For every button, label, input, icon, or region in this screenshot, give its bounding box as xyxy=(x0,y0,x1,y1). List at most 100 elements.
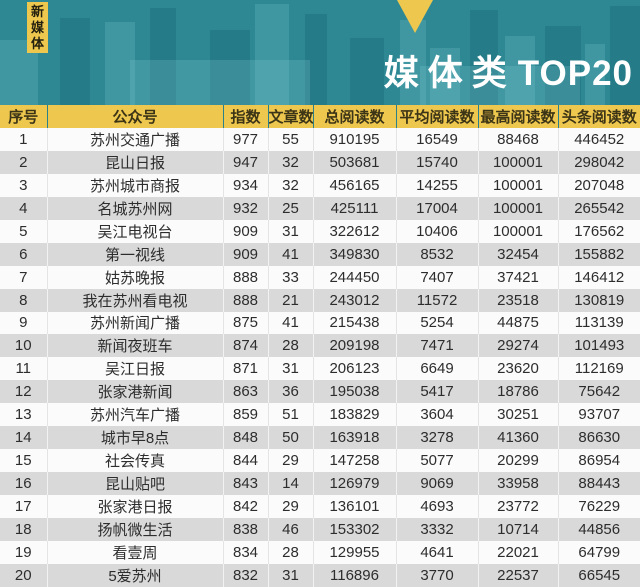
max-reads-cell: 41360 xyxy=(477,426,558,450)
page-title-rank: TOP20 xyxy=(517,54,633,93)
articles-cell: 28 xyxy=(267,334,313,358)
rank-cell: 20 xyxy=(14,566,32,584)
account-cell: 第一视线 xyxy=(46,242,223,266)
articles-cell: 46 xyxy=(267,517,313,541)
table-row: 8 我在苏州看电视 888 21 243012 11572 23518 130819 xyxy=(0,288,640,312)
max-reads-cell: 32454 xyxy=(477,242,558,266)
max-reads-cell: 100001 xyxy=(477,219,558,243)
headline-reads-cell: 265542 xyxy=(557,196,640,220)
avg-reads-cell: 7471 xyxy=(395,334,478,358)
max-reads-cell: 18786 xyxy=(477,380,558,404)
rank-cell: 18 xyxy=(14,520,32,538)
avg-reads-cell: 4641 xyxy=(395,540,478,564)
avg-reads-cell: 6649 xyxy=(395,357,478,381)
account-cell: 吴江电视台 xyxy=(46,219,223,243)
total-reads-cell: 243012 xyxy=(312,288,396,312)
index-cell: 888 xyxy=(222,288,268,312)
max-reads-cell: 100001 xyxy=(477,150,558,174)
total-reads-cell: 163918 xyxy=(312,426,396,450)
hero-banner: 新 媒 体 媒体类TOP20 xyxy=(0,0,640,105)
articles-cell: 31 xyxy=(267,219,313,243)
rank-cell: 17 xyxy=(14,497,32,515)
table-row: 10 新闻夜班车 874 28 209198 7471 29274 101493 xyxy=(0,334,640,358)
column-header-total-reads: 总阅读数 xyxy=(312,105,396,128)
avg-reads-cell: 11572 xyxy=(395,288,478,312)
total-reads-cell: 322612 xyxy=(312,219,396,243)
articles-cell: 50 xyxy=(267,426,313,450)
table-row: 6 第一视线 909 41 349830 8532 32454 155882 xyxy=(0,242,640,266)
max-reads-cell: 22537 xyxy=(477,563,558,587)
account-cell: 新闻夜班车 xyxy=(46,334,223,358)
rank-cell: 12 xyxy=(14,383,32,401)
headline-reads-cell: 155882 xyxy=(557,242,640,266)
table-row: 20 5爱苏州 832 31 116896 3770 22537 66545 xyxy=(0,563,640,587)
avg-reads-cell: 9069 xyxy=(395,472,478,495)
max-reads-cell: 29274 xyxy=(477,334,558,358)
account-cell: 我在苏州看电视 xyxy=(46,288,223,312)
rank-cell: 3 xyxy=(19,176,28,194)
down-triangle-icon xyxy=(397,0,433,33)
rank-cell: 15 xyxy=(14,452,32,470)
account-cell: 张家港新闻 xyxy=(46,380,223,404)
account-cell: 5爱苏州 xyxy=(46,563,223,587)
articles-cell: 29 xyxy=(267,495,313,518)
column-header-rank: 序号 xyxy=(0,105,47,128)
index-cell: 947 xyxy=(222,150,268,174)
column-header-avg-reads: 平均阅读数 xyxy=(395,105,478,128)
articles-cell: 31 xyxy=(267,563,313,587)
articles-cell: 21 xyxy=(267,288,313,312)
headline-reads-cell: 93707 xyxy=(557,403,640,427)
table-row: 1 苏州交通广播 977 55 910195 16549 88468 446452 xyxy=(0,128,640,151)
column-header-articles: 文章数 xyxy=(267,105,313,128)
index-cell: 832 xyxy=(222,563,268,587)
avg-reads-cell: 5417 xyxy=(395,380,478,404)
rank-cell: 16 xyxy=(14,475,32,493)
total-reads-cell: 503681 xyxy=(312,150,396,174)
table-header-row: 序号 公众号 指数 文章数 总阅读数 平均阅读数 最高阅读数 头条阅读数 xyxy=(0,105,640,128)
table-row: 9 苏州新闻广播 875 41 215438 5254 44875 113139 xyxy=(0,311,640,335)
index-cell: 909 xyxy=(222,219,268,243)
rank-cell: 4 xyxy=(19,199,28,217)
articles-cell: 14 xyxy=(267,472,313,495)
max-reads-cell: 37421 xyxy=(477,265,558,289)
total-reads-cell: 195038 xyxy=(312,380,396,404)
max-reads-cell: 23772 xyxy=(477,495,558,518)
total-reads-cell: 153302 xyxy=(312,517,396,541)
total-reads-cell: 147258 xyxy=(312,449,396,473)
category-badge-char: 体 xyxy=(30,36,44,51)
account-cell: 昆山日报 xyxy=(46,150,223,174)
max-reads-cell: 100001 xyxy=(477,173,558,197)
account-cell: 苏州交通广播 xyxy=(46,128,223,151)
articles-cell: 31 xyxy=(267,357,313,381)
max-reads-cell: 44875 xyxy=(477,311,558,335)
total-reads-cell: 215438 xyxy=(312,311,396,335)
ranking-table: 序号 公众号 指数 文章数 总阅读数 平均阅读数 最高阅读数 头条阅读数 1 苏州交通广播 977… xyxy=(0,105,640,587)
max-reads-cell: 100001 xyxy=(477,196,558,220)
total-reads-cell: 349830 xyxy=(312,242,396,266)
index-cell: 842 xyxy=(222,495,268,518)
total-reads-cell: 129955 xyxy=(312,540,396,564)
total-reads-cell: 206123 xyxy=(312,357,396,381)
max-reads-cell: 33958 xyxy=(477,472,558,495)
table-row: 19 看壹周 834 28 129955 4641 22021 64799 xyxy=(0,540,640,564)
articles-cell: 33 xyxy=(267,265,313,289)
avg-reads-cell: 7407 xyxy=(395,265,478,289)
index-cell: 888 xyxy=(222,265,268,289)
articles-cell: 41 xyxy=(267,311,313,335)
table-row: 7 姑苏晚报 888 33 244450 7407 37421 146412 xyxy=(0,265,640,289)
avg-reads-cell: 5254 xyxy=(395,311,478,335)
articles-cell: 36 xyxy=(267,380,313,404)
avg-reads-cell: 8532 xyxy=(395,242,478,266)
avg-reads-cell: 14255 xyxy=(395,173,478,197)
table-row: 14 城市早8点 848 50 163918 3278 41360 86630 xyxy=(0,426,640,450)
index-cell: 934 xyxy=(222,173,268,197)
rank-cell: 5 xyxy=(19,222,28,240)
avg-reads-cell: 16549 xyxy=(395,128,478,151)
account-cell: 扬帆微生活 xyxy=(46,517,223,541)
table-header: 序号 公众号 指数 文章数 总阅读数 平均阅读数 最高阅读数 头条阅读数 xyxy=(0,105,640,128)
total-reads-cell: 910195 xyxy=(312,128,396,151)
headline-reads-cell: 207048 xyxy=(557,173,640,197)
index-cell: 838 xyxy=(222,517,268,541)
index-cell: 844 xyxy=(222,449,268,473)
headline-reads-cell: 113139 xyxy=(557,311,640,335)
